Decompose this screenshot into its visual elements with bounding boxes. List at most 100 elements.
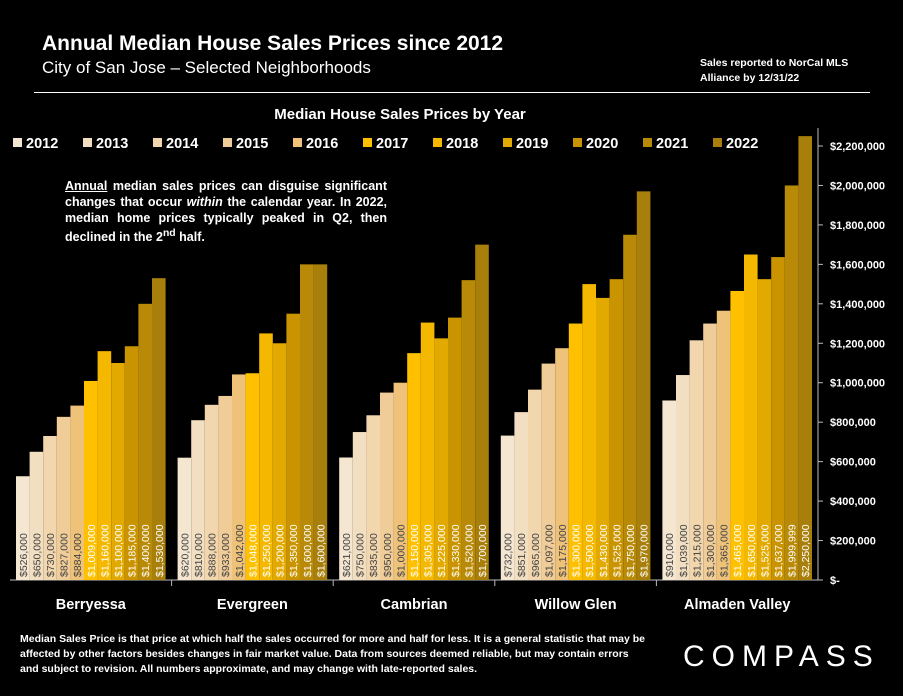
bar [97,351,112,580]
chart-annotation: Annual median sales prices can disguise … [65,178,387,245]
y-tick-label: $- [830,575,840,587]
y-tick-label: $1,800,000 [830,220,885,232]
annotation-text-2: the calendar year. In 2022, median home … [65,195,387,245]
data-label: $851,000 [516,533,528,577]
bar [352,432,367,580]
data-label: $1,042,000 [234,524,246,577]
page-title: Annual Median House Sales Prices since 2… [42,32,504,55]
y-tick-label: $400,000 [830,496,876,508]
legend-label: 2013 [96,136,128,152]
data-label: $888,000 [207,533,219,577]
bar [528,389,542,580]
bar [204,404,219,580]
data-label: $1,009,000 [86,524,98,577]
annotation-emphasis: within [186,195,223,209]
data-label: $750,000 [355,533,367,577]
data-label: $1,215,000 [691,524,703,577]
bar [461,280,476,580]
bar [177,457,192,580]
bar [259,333,273,580]
legend-swatch [153,138,162,147]
data-label: $1,700,000 [477,524,489,577]
data-label: $621,000 [341,533,353,577]
bar [609,279,624,580]
data-label: $950,000 [382,533,394,577]
data-label: $1,185,000 [127,524,139,577]
data-label: $1,650,000 [746,524,758,577]
bar [676,375,690,580]
data-label: $1,600,000 [302,524,314,577]
data-label: $933,000 [220,533,232,577]
y-tick-label: $1,600,000 [830,259,885,271]
data-label: $730,000 [45,533,57,577]
legend-label: 2019 [516,136,548,152]
y-tick-label: $2,000,000 [830,180,885,192]
legend-swatch [643,138,652,147]
data-label: $1,970,000 [639,524,651,577]
bar [514,412,528,580]
bar [300,264,314,580]
data-label: $526,000 [18,533,30,577]
bar [313,264,328,580]
data-label: $1,525,000 [611,524,623,577]
compass-logo: COMPASS [683,640,880,673]
legend-label: 2016 [306,136,338,152]
legend-swatch [223,138,232,147]
data-label: $910,000 [664,533,676,577]
y-tick-label: $800,000 [830,417,876,429]
data-label: $1,048,000 [247,524,259,577]
bar [393,382,408,580]
data-label: $650,000 [31,533,43,577]
data-label: $1,520,000 [463,524,475,577]
bar [191,420,205,580]
data-label: $1,300,000 [705,524,717,577]
data-label: $1,500,000 [584,524,596,577]
annotation-superscript: nd [162,228,176,239]
bar [541,363,556,580]
data-label: $1,430,000 [598,524,610,577]
category-label: Evergreen [217,597,288,613]
bar [84,380,98,580]
bar [662,400,676,580]
bar [420,322,435,580]
bar [124,346,139,580]
bar [380,392,394,580]
header-divider [34,92,870,93]
data-label: $1,000,000 [395,524,407,577]
data-label: $1,465,000 [732,524,744,577]
bar [152,278,166,580]
category-label: Almaden Valley [684,597,790,613]
data-label: $1,305,000 [423,524,435,577]
legend-label: 2017 [376,136,408,152]
bar [29,451,44,580]
category-label: Cambrian [381,597,448,613]
data-label: $1,530,000 [154,524,166,577]
bar [245,373,260,580]
data-label: $2,250,000 [800,524,812,577]
legend-label: 2014 [166,136,198,152]
y-tick-label: $1,200,000 [830,338,885,350]
data-label: $1,400,000 [140,524,152,577]
legend-swatch [713,138,722,147]
legend-swatch [293,138,302,147]
legend-label: 2012 [26,136,58,152]
data-label: $1,039,000 [678,524,690,577]
bar [784,185,799,580]
legend-label: 2022 [726,136,758,152]
bar [272,343,287,580]
bar [568,323,583,580]
data-label: $1,999,999 [787,524,799,577]
bar [689,340,704,580]
bar [448,317,462,580]
data-label: $1,350,000 [288,524,300,577]
data-label: $965,000 [530,533,542,577]
bar [43,435,57,580]
bar [730,290,744,580]
legend-swatch [83,138,92,147]
annotation-text-1: median sales prices can disguise signifi… [65,179,387,209]
data-label: $1,100,000 [113,524,125,577]
bar [56,416,71,580]
data-label: $1,175,000 [557,524,569,577]
bar [703,323,717,580]
